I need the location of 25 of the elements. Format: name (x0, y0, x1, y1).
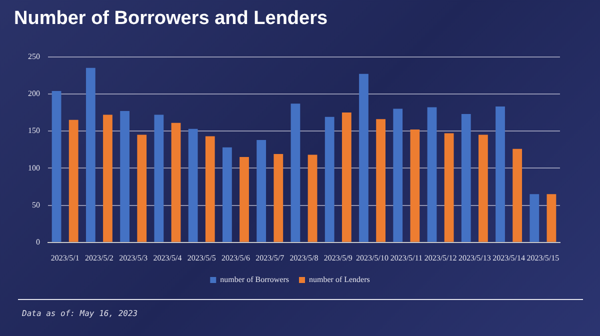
x-tick-label: 2023/5/11 (390, 253, 422, 262)
y-tick-label: 0 (36, 237, 40, 246)
y-tick-label: 150 (28, 126, 40, 136)
x-tick-label: 2023/5/9 (324, 253, 352, 262)
x-tick-label: 2023/5/15 (526, 253, 560, 262)
chart-title: Number of Borrowers and Lenders (14, 8, 328, 30)
x-tick-label: 2023/5/7 (256, 253, 284, 262)
y-tick-label: 250 (28, 52, 40, 61)
x-tick-label: 2023/5/10 (356, 253, 388, 262)
y-tick-label: 50 (32, 200, 40, 210)
x-tick-label: 2023/5/6 (222, 253, 250, 262)
x-tick-label: 2023/5/1 (50, 253, 80, 262)
x-tick-label: 2023/5/5 (187, 253, 216, 262)
x-tick-label: 2023/5/14 (492, 253, 526, 262)
x-tick-label: 2023/5/3 (119, 253, 148, 262)
x-tick-label: 2023/5/4 (153, 253, 182, 262)
x-tick-label: 2023/5/12 (424, 253, 457, 262)
x-tick-label: 2023/5/13 (458, 253, 491, 262)
legend-label: number of Lenders (309, 275, 370, 284)
y-tick-label: 100 (28, 163, 40, 172)
text: Data as of: May 16, 2023 (22, 308, 138, 319)
legend-label: number of Borrowers (220, 275, 290, 284)
x-tick-label: 2023/5/8 (290, 253, 318, 262)
x-tick-label: 2023/5/2 (84, 253, 114, 262)
y-tick-label: 200 (28, 89, 40, 98)
